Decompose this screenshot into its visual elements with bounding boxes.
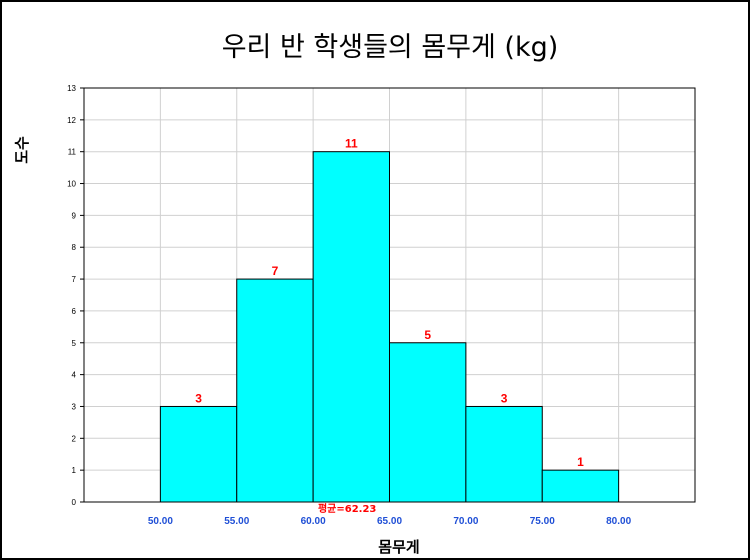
y-tick-label: 5: [72, 339, 77, 348]
histogram-bar: [541, 469, 620, 503]
bar-count-label: 11: [345, 137, 358, 151]
x-tick-label: 50.00: [148, 516, 173, 527]
mean-label: 평균=62.23: [318, 502, 376, 515]
histogram-bar: [465, 405, 543, 503]
y-tick-label: 1: [72, 466, 77, 475]
chart-title: 우리 반 학생들의 몸무게 (kg): [222, 32, 559, 63]
x-tick-label: 75.00: [530, 516, 555, 527]
y-tick-label: 10: [67, 180, 76, 189]
y-tick-label: 9: [72, 211, 77, 220]
plot-area-border: [83, 87, 696, 503]
x-tick-label: 60.00: [301, 516, 326, 527]
y-tick-label: 8: [72, 243, 77, 252]
y-tick-label: 12: [67, 116, 76, 125]
y-tick-label: 3: [72, 402, 77, 411]
bars: [159, 151, 620, 503]
x-tick-label: 80.00: [606, 516, 631, 527]
y-tick-label: 7: [72, 275, 77, 284]
y-tick-label: 13: [67, 84, 76, 93]
bar-count-label: 3: [195, 391, 202, 405]
histogram-bar: [389, 342, 467, 503]
y-tick-label: 6: [72, 307, 77, 316]
x-tick-label: 65.00: [377, 516, 402, 527]
y-tick-label: 2: [72, 434, 77, 443]
x-tick-label: 70.00: [453, 516, 478, 527]
y-tick-label: 4: [72, 371, 77, 380]
bar-count-label: 5: [424, 328, 431, 342]
bar-count-label: 7: [272, 264, 279, 278]
y-tick-label: 11: [68, 148, 77, 157]
histogram-bar: [159, 405, 238, 503]
histogram-bar: [312, 151, 390, 503]
x-axis-label: 몸무게: [378, 538, 419, 556]
bar-count-label: 1: [577, 455, 584, 469]
y-tick-label: 0: [72, 498, 77, 507]
bar-count-label: 3: [501, 391, 508, 405]
histogram-bar: [236, 278, 314, 503]
y-axis-label: 도수: [13, 136, 31, 164]
axes: [80, 87, 696, 503]
x-tick-label: 55.00: [224, 516, 249, 527]
